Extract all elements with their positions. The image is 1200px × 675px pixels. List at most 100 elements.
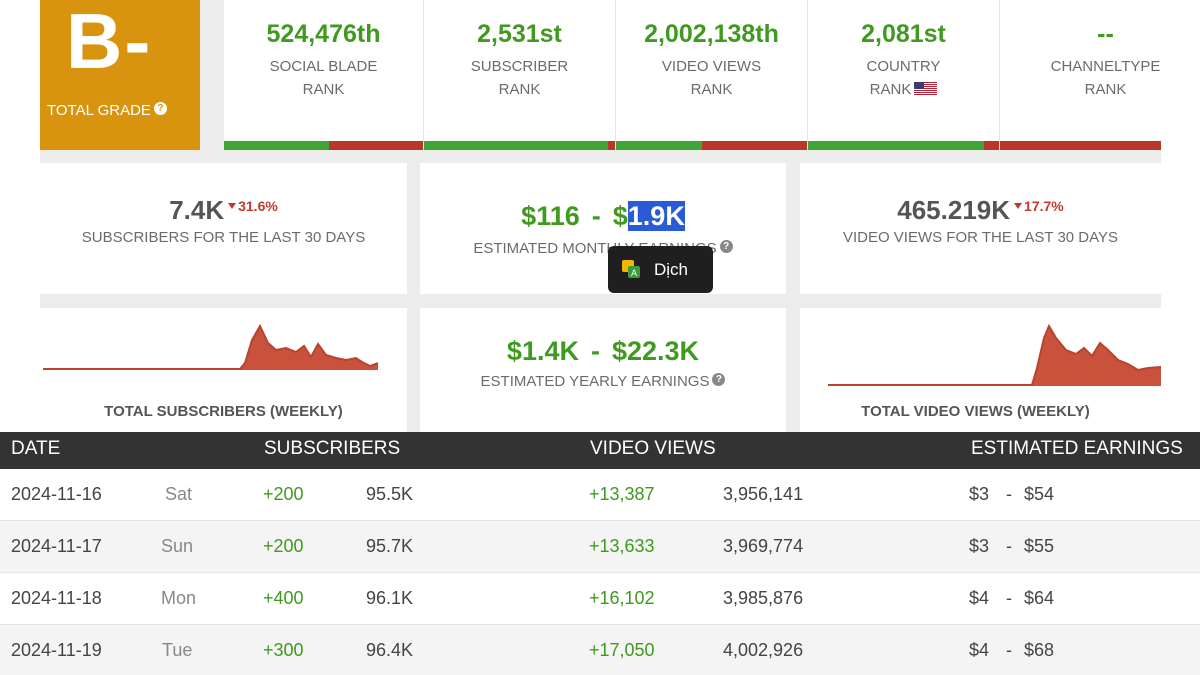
- country-rank: 2,081st COUNTRY RANK: [808, 0, 1000, 150]
- subscribers-30-days-card: 7.4K 31.6% SUBSCRIBERS FOR THE LAST 30 DA…: [40, 163, 407, 294]
- monthly-earnings-value[interactable]: $116- $1.9K: [420, 201, 786, 232]
- yearly-label: ESTIMATED YEARLY EARNINGS?: [420, 373, 786, 390]
- views-area: [828, 326, 1161, 386]
- row-view-delta: +17,050: [589, 640, 655, 660]
- total-grade-box: B- TOTAL GRADE?: [40, 0, 200, 150]
- views-30-label: VIDEO VIEWS FOR THE LAST 30 DAYS: [842, 229, 1119, 246]
- monthly-high-prefix: $: [612, 201, 628, 231]
- yearly-earnings-value: $1.4K - $22.3K: [420, 336, 786, 367]
- row-date: 2024-11-18: [11, 588, 102, 608]
- translate-tooltip[interactable]: A Dịch: [608, 246, 713, 293]
- total-video-views-weekly-card: TOTAL VIDEO VIEWS (WEEKLY): [800, 308, 1161, 432]
- subs-30-value: 7.4K: [169, 195, 225, 225]
- subscribers-weekly-title: TOTAL SUBSCRIBERS (WEEKLY): [104, 403, 343, 420]
- row-earn-low: $3: [969, 536, 990, 556]
- video-views-30-days-card: 465.219K 17.7% VIDEO VIEWS FOR THE LAST 3…: [800, 163, 1161, 294]
- total-subscribers-weekly-card: TOTAL SUBSCRIBERS (WEEKLY): [40, 308, 407, 432]
- row-earn-low: $4: [969, 588, 990, 608]
- yearly-high: $22.3K: [611, 336, 700, 366]
- subscriber-rank: 2,531st SUBSCRIBER RANK: [424, 0, 616, 150]
- rank-label: CHANNELTYPE RANK: [1000, 55, 1200, 101]
- rank-value: 2,531st: [477, 20, 562, 48]
- monthly-low: $116: [521, 201, 580, 231]
- row-earn-sep: -: [1006, 588, 1012, 608]
- row-day: Sat: [165, 484, 193, 504]
- monthly-label-visible: ESTIMATED MONTH: [473, 240, 618, 257]
- rank-label-line1: VIDEO VIEWS: [661, 58, 762, 75]
- rank-bar: [424, 141, 615, 150]
- channeltype-rank: -- CHANNELTYPE RANK: [1000, 0, 1161, 150]
- row-views: 3,956,141: [723, 484, 804, 504]
- rank-label-line2: RANK: [690, 81, 733, 98]
- rank-label: SOCIAL BLADE RANK: [224, 55, 423, 101]
- rank-label-line2: RANK: [498, 81, 541, 98]
- rank-label-line1: COUNTRY: [866, 58, 941, 75]
- views-weekly-title: TOTAL VIDEO VIEWS (WEEKLY): [861, 403, 1090, 420]
- subscribers-weekly-chart: [43, 323, 379, 370]
- rank-value: 2,002,138th: [644, 20, 779, 48]
- row-view-delta: +13,387: [589, 484, 655, 504]
- rank-label-line2: RANK: [1084, 81, 1127, 98]
- row-view-delta: +16,102: [589, 588, 655, 608]
- yearly-label-text: ESTIMATED YEARLY EARNINGS: [480, 373, 710, 390]
- subs-30-label: SUBSCRIBERS FOR THE LAST 30 DAYS: [81, 229, 366, 246]
- header-video-views[interactable]: VIDEO VIEWS: [590, 438, 716, 459]
- row-view-delta: +13,633: [589, 536, 655, 556]
- row-views: 4,002,926: [723, 640, 804, 660]
- help-icon[interactable]: ?: [153, 102, 167, 115]
- subs-30-delta: 31.6%: [228, 198, 278, 214]
- row-earn-high: $54: [1024, 484, 1055, 504]
- row-day: Mon: [161, 588, 197, 608]
- social-blade-rank: 524,476th SOCIAL BLADE RANK: [224, 0, 424, 150]
- row-sub-delta: +400: [263, 588, 304, 608]
- video-views-rank: 2,002,138th VIDEO VIEWS RANK: [616, 0, 808, 150]
- row-sub-delta: +200: [263, 484, 304, 504]
- rank-bar: [1000, 141, 1161, 150]
- row-sub-delta: +200: [263, 536, 304, 556]
- row-earn-high: $55: [1024, 536, 1055, 556]
- svg-text:A: A: [631, 269, 638, 278]
- rank-label: VIDEO VIEWS RANK: [616, 55, 807, 101]
- row-day: Sun: [161, 536, 194, 556]
- help-icon[interactable]: ?: [712, 373, 726, 386]
- yearly-earnings-card: $1.4K - $22.3K ESTIMATED YEARLY EARNINGS?: [420, 308, 786, 432]
- header-date[interactable]: DATE: [11, 438, 61, 459]
- row-subs: 96.1K: [366, 588, 414, 608]
- rank-bar: [616, 141, 807, 150]
- monthly-high-selected[interactable]: 1.9K: [627, 201, 685, 231]
- row-date: 2024-11-16: [11, 484, 102, 504]
- us-flag-icon: [914, 82, 938, 95]
- rank-bar: [224, 141, 423, 150]
- rank-label-line1: SUBSCRIBER: [470, 58, 569, 75]
- row-earn-sep: -: [1006, 640, 1012, 660]
- help-icon[interactable]: ?: [719, 240, 733, 253]
- grade-letter: B-: [66, 0, 153, 85]
- grade-label: TOTAL GRADE?: [47, 102, 167, 119]
- table-row: 2024-11-17 Sun +200 95.7K +13,633 3,969,…: [0, 521, 1200, 573]
- row-views: 3,985,876: [723, 588, 804, 608]
- row-day: Tue: [162, 640, 193, 660]
- rank-label: SUBSCRIBER RANK: [424, 55, 615, 101]
- row-earn-sep: -: [1006, 536, 1012, 556]
- views-30-delta: 17.7%: [1014, 198, 1064, 214]
- row-subs: 95.7K: [366, 536, 414, 556]
- rank-label-line2: RANK: [302, 81, 345, 98]
- rank-label-line1: SOCIAL BLADE: [269, 58, 378, 75]
- subscribers-line: [43, 323, 379, 370]
- views-weekly-chart: [828, 323, 1161, 386]
- grade-label-text: TOTAL GRADE: [47, 102, 151, 119]
- translate-icon: A: [622, 260, 640, 278]
- rank-bar: [808, 141, 999, 150]
- header-estimated-earnings[interactable]: ESTIMATED EARNINGS: [971, 438, 1183, 459]
- row-subs: 95.5K: [366, 484, 414, 504]
- header-subscribers[interactable]: SUBSCRIBERS: [264, 438, 401, 459]
- row-earn-low: $3: [969, 484, 990, 504]
- row-date: 2024-11-17: [11, 536, 102, 556]
- table-row: 2024-11-19 Tue +300 96.4K +17,050 4,002,…: [0, 625, 1200, 675]
- table-row: 2024-11-18 Mon +400 96.1K +16,102 3,985,…: [0, 573, 1200, 625]
- rank-value: 524,476th: [266, 20, 381, 48]
- row-subs: 96.4K: [366, 640, 414, 660]
- views-30-value: 465.219K: [897, 195, 1011, 225]
- row-date: 2024-11-19: [11, 640, 102, 660]
- rank-value: --: [1097, 20, 1114, 48]
